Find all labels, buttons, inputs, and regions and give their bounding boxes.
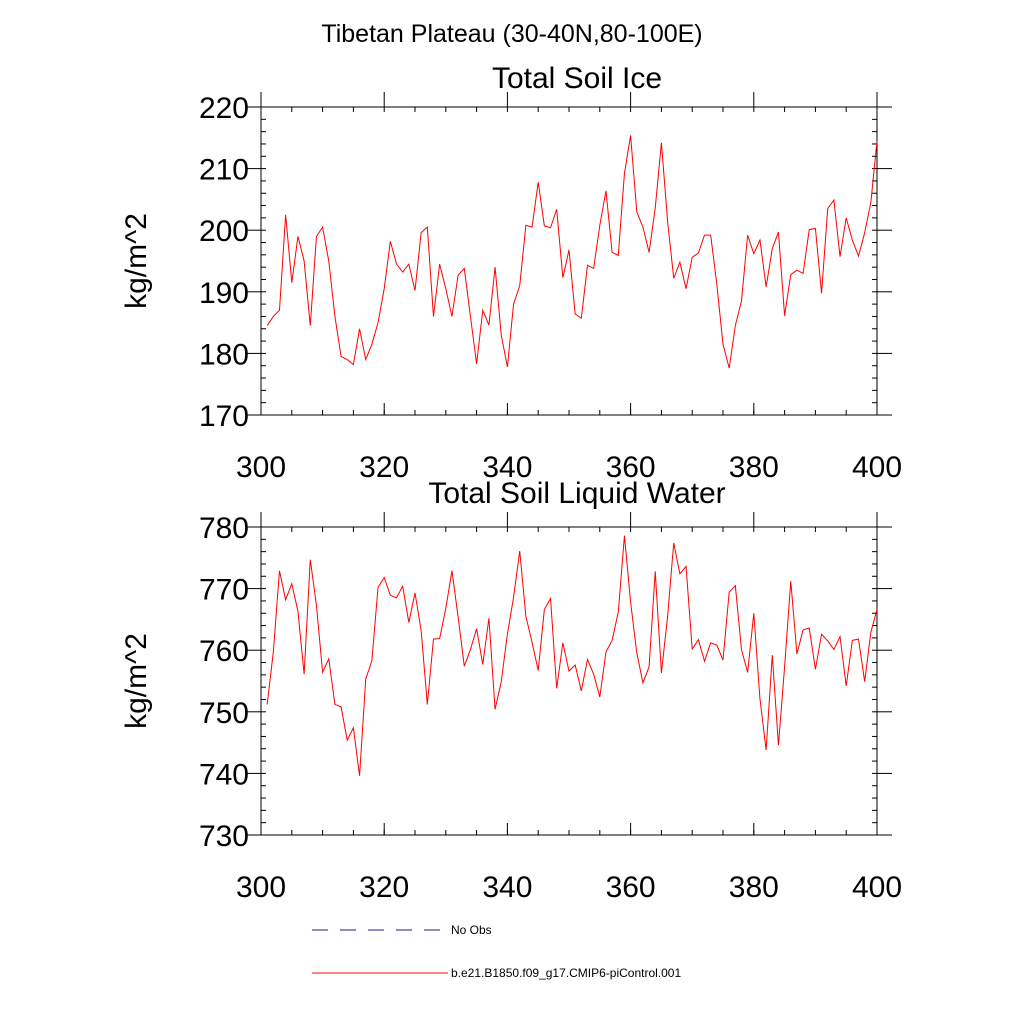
x-tick-label: 300	[236, 871, 286, 904]
legend: No Obs b.e21.B1850.f09_g17.CMIP6-piContr…	[312, 923, 681, 980]
figure-title: Tibetan Plateau (30-40N,80-100E)	[321, 20, 702, 48]
y-tick-label: 210	[199, 154, 249, 187]
y-tick-label: 760	[199, 635, 249, 668]
x-tick-label: 340	[482, 451, 532, 484]
legend-label-no-obs: No Obs	[451, 923, 492, 937]
x-tick-label: 360	[606, 451, 656, 484]
y-tick-label: 180	[199, 338, 249, 371]
y-tick-label: 780	[199, 512, 249, 545]
plot-frame	[260, 106, 878, 416]
x-tick-label: 320	[359, 451, 409, 484]
x-tick-label: 400	[852, 451, 902, 484]
series-line	[266, 535, 878, 776]
x-tick-label: 340	[482, 871, 532, 904]
y-tick-label: 200	[199, 215, 249, 248]
x-tick-label: 400	[852, 871, 902, 904]
y-tick-label: 770	[199, 574, 249, 607]
x-tick-label: 380	[729, 871, 779, 904]
chart-total-soil-ice: Total Soil Ice kg/m^2 300 320 340 360 380 400 17…	[120, 62, 902, 484]
y-tick-label: 740	[199, 758, 249, 791]
y-tick-label: 190	[199, 277, 249, 310]
y-tick-label: 220	[199, 92, 249, 125]
plot-frame	[260, 526, 878, 836]
chart-title: Total Soil Ice	[492, 62, 662, 95]
y-tick-label: 730	[199, 820, 249, 853]
x-tick-label: 360	[606, 871, 656, 904]
x-tick-label: 380	[729, 451, 779, 484]
series-line	[266, 135, 878, 369]
x-tick-label: 300	[236, 451, 286, 484]
y-axis-label: kg/m^2	[120, 633, 153, 729]
chart-title: Total Soil Liquid Water	[428, 477, 725, 510]
legend-label-model: b.e21.B1850.f09_g17.CMIP6-piControl.001	[451, 966, 681, 980]
chart-total-soil-liquid-water: Total Soil Liquid Water kg/m^2 300 320 340 36…	[120, 477, 902, 904]
y-tick-label: 170	[199, 400, 249, 433]
y-tick-label: 750	[199, 697, 249, 730]
y-axis-label: kg/m^2	[120, 213, 153, 309]
x-tick-label: 320	[359, 871, 409, 904]
